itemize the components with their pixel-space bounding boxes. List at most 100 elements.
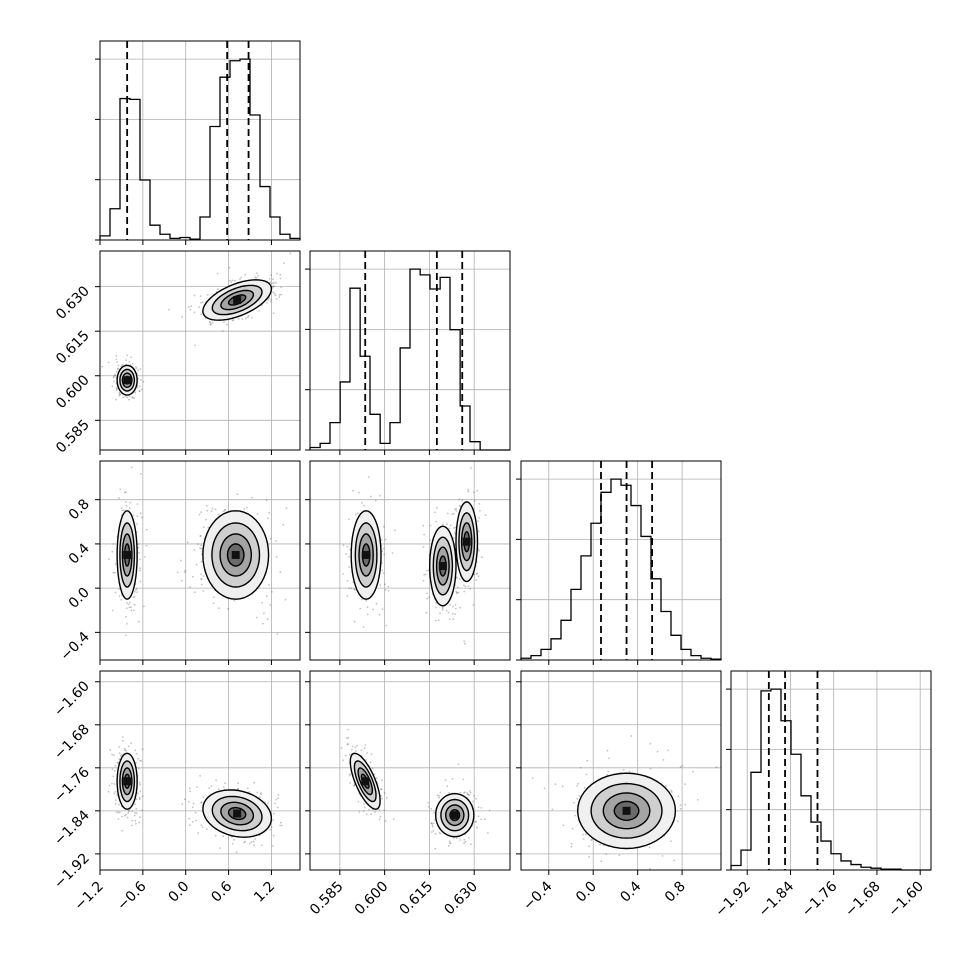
- scatter-point: [576, 785, 579, 787]
- scatter-point: [285, 507, 288, 509]
- scatter-point: [275, 281, 277, 284]
- scatter-point: [117, 818, 120, 820]
- scatter-point: [649, 742, 652, 745]
- scatter-point: [464, 791, 466, 794]
- scatter-point: [205, 518, 208, 521]
- scatter-point: [111, 609, 114, 612]
- density-peak: [233, 809, 242, 818]
- scatter-point: [478, 549, 480, 552]
- scatter-point: [125, 607, 128, 610]
- scatter-point: [278, 294, 281, 296]
- scatter-point: [362, 626, 365, 628]
- scatter-point: [265, 595, 268, 598]
- scatter-point: [454, 526, 457, 529]
- scatter-point: [681, 765, 684, 767]
- scatter-point: [131, 396, 134, 399]
- scatter-point: [382, 572, 385, 574]
- scatter-point: [573, 801, 575, 804]
- scatter-point: [449, 604, 451, 606]
- scatter-point: [280, 821, 282, 824]
- scatter-point: [111, 753, 113, 756]
- scatter-point: [453, 512, 455, 515]
- scatter-point: [233, 838, 236, 841]
- scatter-point: [134, 589, 137, 591]
- scatter-point: [262, 622, 264, 625]
- scatter-point: [131, 810, 134, 812]
- scatter-point: [347, 728, 349, 731]
- scatter-point: [353, 588, 355, 591]
- scatter-point: [367, 476, 370, 478]
- scatter-point: [137, 620, 140, 623]
- scatter-point: [360, 749, 363, 751]
- scatter-point: [599, 843, 601, 846]
- scatter-point: [455, 837, 458, 839]
- scatter-point: [227, 607, 230, 610]
- scatter-point: [124, 491, 127, 494]
- x-tick-label: −1.2: [71, 879, 106, 914]
- scatter-point: [123, 747, 126, 750]
- scatter-point: [354, 746, 357, 749]
- scatter-point: [217, 513, 220, 516]
- scatter-point: [349, 773, 352, 776]
- scatter-point: [348, 753, 351, 756]
- scatter-point: [138, 796, 141, 799]
- scatter-point: [248, 791, 251, 793]
- scatter-point: [582, 833, 584, 836]
- histogram-step: [99, 58, 301, 240]
- scatter-point: [125, 813, 127, 816]
- scatter-point: [120, 507, 123, 509]
- scatter-point: [383, 525, 385, 528]
- scatter-point: [274, 802, 276, 805]
- x-tick-label: −0.4: [520, 878, 555, 913]
- scatter-point: [111, 385, 114, 388]
- scatter-point: [116, 387, 119, 390]
- scatter-point: [130, 609, 133, 612]
- x-tick-label: −1.68: [842, 879, 884, 921]
- scatter-point: [250, 841, 253, 843]
- scatter-point: [480, 807, 483, 809]
- scatter-point: [679, 808, 682, 810]
- scatter-point: [464, 840, 467, 843]
- panel-0-0: [95, 40, 301, 245]
- scatter-point: [355, 750, 357, 752]
- scatter-point: [463, 590, 466, 593]
- scatter-point: [588, 855, 591, 858]
- scatter-point: [113, 380, 115, 383]
- density-peak: [622, 806, 631, 815]
- scatter-point: [118, 811, 121, 814]
- scatter-point: [219, 847, 221, 849]
- scatter-point: [348, 556, 350, 558]
- scatter-point: [476, 572, 479, 575]
- scatter-point: [114, 563, 117, 565]
- scatter-point: [582, 838, 585, 840]
- scatter-point: [112, 375, 115, 378]
- scatter-point: [600, 860, 603, 863]
- scatter-point: [463, 791, 465, 794]
- scatter-point: [111, 550, 114, 553]
- scatter-point: [127, 810, 130, 812]
- scatter-point: [458, 498, 461, 501]
- scatter-point: [139, 790, 142, 793]
- scatter-point: [577, 782, 579, 785]
- x-tick-label: 0.615: [397, 879, 437, 919]
- scatter-point: [134, 391, 137, 394]
- scatter-point: [237, 788, 240, 790]
- scatter-point: [127, 603, 130, 606]
- scatter-point: [380, 795, 383, 797]
- scatter-point: [670, 789, 673, 792]
- scatter-point: [192, 575, 194, 578]
- scatter-point: [474, 821, 477, 823]
- scatter-point: [449, 842, 451, 844]
- scatter-point: [473, 499, 476, 502]
- scatter-point: [141, 795, 144, 798]
- scatter-point: [137, 369, 139, 371]
- scatter-point: [715, 766, 718, 769]
- scatter-point: [251, 496, 254, 499]
- scatter-point: [258, 310, 260, 312]
- scatter-point: [244, 273, 247, 276]
- scatter-point: [383, 792, 386, 795]
- scatter-point: [129, 507, 131, 509]
- scatter-point: [272, 812, 275, 815]
- scatter-point: [467, 585, 470, 587]
- scatter-point: [649, 767, 652, 770]
